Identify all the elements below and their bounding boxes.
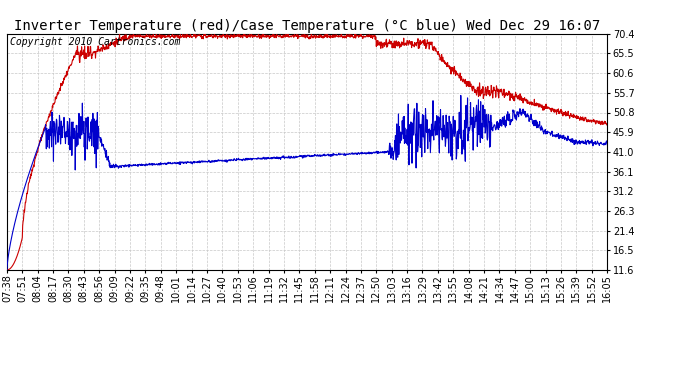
Text: Copyright 2010 Cartronics.com: Copyright 2010 Cartronics.com: [10, 37, 180, 47]
Title: Inverter Temperature (red)/Case Temperature (°C blue) Wed Dec 29 16:07: Inverter Temperature (red)/Case Temperat…: [14, 19, 600, 33]
